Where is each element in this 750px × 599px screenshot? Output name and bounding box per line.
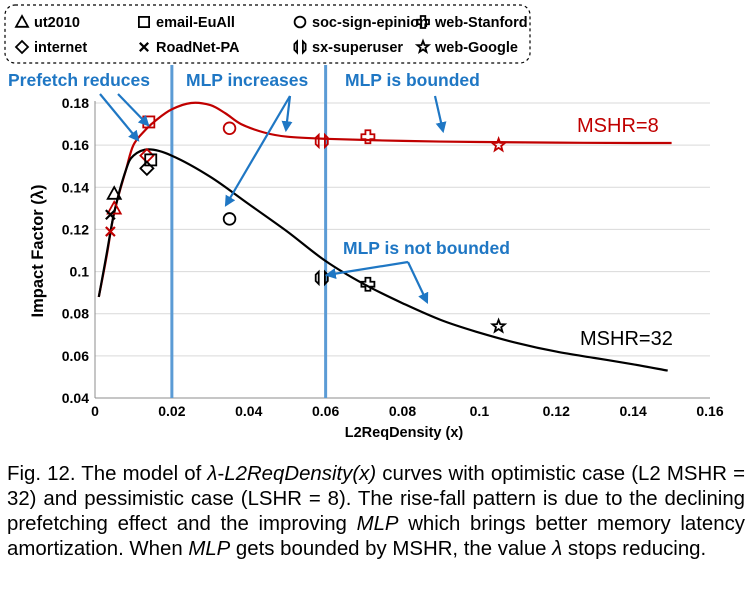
cross-icon bbox=[416, 15, 430, 29]
data-point-ut2010 bbox=[106, 185, 123, 200]
legend-label: email-EuAll bbox=[156, 15, 235, 31]
y-tick-label: 0.1 bbox=[70, 264, 90, 280]
annotation-arrow bbox=[99, 93, 140, 142]
diamond-icon bbox=[14, 39, 30, 55]
circle-icon bbox=[293, 15, 307, 29]
legend-item-sx-superuser: sx-superuser bbox=[293, 39, 403, 56]
y-tick-label: 0.06 bbox=[62, 348, 89, 364]
data-point-internet bbox=[139, 160, 155, 177]
caption-mid1: curves with optimistic case (L2 MSHR = 3… bbox=[7, 463, 745, 535]
figure-caption: Fig. 12. The model of λ-L2ReqDensity(x) … bbox=[7, 462, 745, 562]
star-icon bbox=[414, 38, 432, 55]
caption-prefix: Fig. 12. The model of bbox=[7, 463, 208, 485]
legend-label: soc-sign-epinion bbox=[312, 15, 428, 31]
legend-item-ut2010: ut2010 bbox=[14, 14, 80, 31]
y-axis-label: Impact Factor (λ) bbox=[29, 185, 47, 318]
x-tick-label: 0.1 bbox=[470, 403, 490, 419]
x-tick-label: 0 bbox=[91, 403, 99, 419]
annotation-arrow bbox=[433, 95, 447, 134]
caption-lambda: λ bbox=[207, 463, 218, 485]
legend-item-soc-sign-epinion: soc-sign-epinion bbox=[293, 15, 428, 31]
legend-border bbox=[4, 4, 531, 64]
legend-label: web-Google bbox=[434, 40, 518, 56]
axes: 0.04 0.06 0.08 0.1 0.12 0.14 0.16 0.18 0 0.02 0.04… bbox=[62, 95, 724, 419]
curves bbox=[97, 101, 672, 372]
y-tick-label: 0.18 bbox=[62, 95, 89, 111]
legend: ut2010 email-EuAll soc-sign-epinion web-Sta… bbox=[4, 4, 531, 64]
data-point-web-Stanford bbox=[360, 276, 376, 292]
y-tick-label: 0.04 bbox=[62, 390, 89, 406]
data-point-web-Google bbox=[489, 317, 508, 334]
x-axis-label: L2ReqDensity (x) bbox=[345, 425, 464, 441]
data-point-sx-superuser bbox=[314, 132, 329, 150]
data-point-soc-sign-epinion bbox=[222, 121, 237, 136]
legend-item-email-EuAll: email-EuAll bbox=[137, 15, 235, 31]
caption-dash: - bbox=[217, 463, 225, 485]
data-point-email-EuAll bbox=[144, 153, 158, 167]
legend-label: ut2010 bbox=[34, 15, 80, 31]
legend-label: RoadNet-PA bbox=[156, 40, 240, 56]
x-tick-label: 0.16 bbox=[696, 403, 723, 419]
caption-lambda2: λ bbox=[552, 538, 563, 560]
annotations: Prefetch reduces MLP increases MLP is boun… bbox=[8, 70, 510, 304]
x-tick-label: 0.04 bbox=[235, 403, 262, 419]
legend-item-web-Google: web-Google bbox=[414, 38, 518, 56]
x-tick-label: 0.06 bbox=[312, 403, 339, 419]
y-tick-label: 0.14 bbox=[62, 179, 89, 195]
data-point-soc-sign-epinion bbox=[222, 212, 237, 226]
x-tick-label: 0.08 bbox=[389, 403, 416, 419]
data-point-RoadNet-PA bbox=[105, 209, 116, 221]
y-tick-label: 0.12 bbox=[62, 221, 89, 237]
annotation-label: MLP is not bounded bbox=[343, 238, 510, 258]
legend-item-web-Stanford: web-Stanford bbox=[416, 15, 528, 31]
curve-mshr32 bbox=[97, 148, 668, 372]
caption-mid2: which brings better memory latency amort… bbox=[7, 513, 745, 560]
x-icon bbox=[139, 42, 149, 52]
annotation-arrow bbox=[117, 93, 150, 127]
boundary-lines bbox=[170, 65, 328, 398]
y-tick-label: 0.16 bbox=[62, 137, 89, 153]
series-labels: MSHR=8 MSHR=32 bbox=[577, 115, 673, 350]
data-point-RoadNet-PA bbox=[105, 226, 116, 237]
caption-mlp1: MLP bbox=[356, 513, 399, 535]
series-label-mshr32: MSHR=32 bbox=[580, 328, 673, 350]
annotation-label: MLP is bounded bbox=[345, 70, 480, 90]
legend-item-internet: internet bbox=[14, 39, 87, 56]
annotation-arrow bbox=[224, 95, 291, 207]
annotation-arrow bbox=[281, 95, 293, 133]
annotation-label: Prefetch reduces bbox=[8, 70, 150, 90]
data-point-ut2010 bbox=[106, 200, 123, 215]
caption-mid3: gets bounded by MSHR, the value bbox=[230, 538, 553, 560]
annotation-label: MLP increases bbox=[186, 70, 309, 90]
x-cross-icon bbox=[293, 39, 307, 55]
caption-func: L2ReqDensity(x) bbox=[224, 463, 377, 485]
annotation-arrow bbox=[407, 261, 429, 304]
annotation-arrow bbox=[324, 260, 409, 280]
caption-mlp2: MLP bbox=[188, 538, 231, 560]
data-point-web-Google bbox=[489, 136, 508, 153]
y-tick-label: 0.08 bbox=[62, 306, 89, 322]
chart: ut2010 email-EuAll soc-sign-epinion web-Sta… bbox=[4, 4, 724, 441]
legend-item-RoadNet-PA: RoadNet-PA bbox=[139, 40, 240, 56]
caption-end: stops reducing. bbox=[562, 538, 707, 560]
x-tick-label: 0.12 bbox=[543, 403, 570, 419]
legend-label: internet bbox=[34, 40, 87, 56]
data-point-web-Stanford bbox=[360, 129, 376, 145]
legend-label: web-Stanford bbox=[434, 15, 528, 31]
x-tick-label: 0.02 bbox=[158, 403, 185, 419]
triangle-icon bbox=[14, 14, 30, 28]
x-tick-label: 0.14 bbox=[620, 403, 647, 419]
legend-label: sx-superuser bbox=[312, 40, 403, 56]
data-points bbox=[105, 115, 508, 334]
series-label-mshr8: MSHR=8 bbox=[577, 115, 659, 137]
square-icon bbox=[137, 15, 150, 28]
